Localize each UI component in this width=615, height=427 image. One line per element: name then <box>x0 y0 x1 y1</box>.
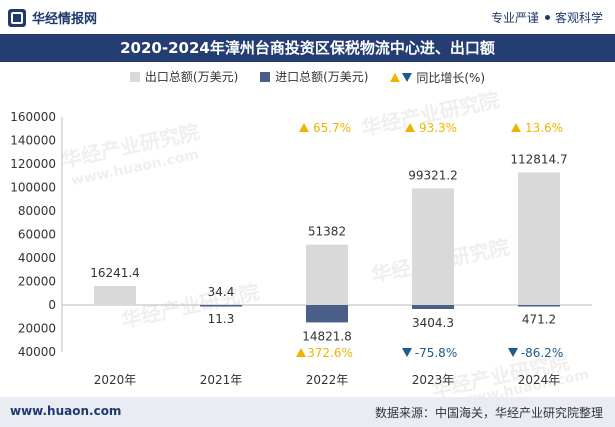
triangle-down-icon <box>402 72 413 82</box>
yoy-import-label: 372.6% <box>307 346 353 360</box>
import-bar <box>412 305 454 310</box>
x-category-label: 2021年 <box>200 373 243 387</box>
yoy-up-marker <box>299 123 309 132</box>
y-tick-label: 160000 <box>10 110 56 124</box>
yoy-up-marker <box>405 123 415 132</box>
legend-import[interactable]: 进口总额(万美元) <box>260 68 368 85</box>
y-tick-label: 20000 <box>18 322 56 336</box>
yoy-down-marker <box>508 348 518 357</box>
x-category-label: 2023年 <box>412 373 455 387</box>
legend-import-swatch <box>260 71 271 82</box>
y-tick-label: 100000 <box>10 181 56 195</box>
yoy-up-marker <box>511 123 521 132</box>
footer: www.huaon.com 数据来源：中国海关，华经产业研究院整理 <box>0 397 615 427</box>
import-bar <box>200 305 242 307</box>
yoy-export-label: 65.7% <box>313 121 351 135</box>
legend-export-swatch <box>129 71 140 82</box>
export-data-label: 51382 <box>308 225 346 239</box>
tag-professional: 专业严谨 <box>490 11 539 25</box>
yoy-export-label: 13.6% <box>525 121 563 135</box>
x-category-label: 2024年 <box>518 373 561 387</box>
footer-url[interactable]: www.huaon.com <box>10 404 122 418</box>
chart-plot: 160000 140000 120000 100000 80000 60000 40000 2… <box>10 110 592 387</box>
y-tick-label: 0 <box>48 298 56 312</box>
export-data-label: 16241.4 <box>90 266 140 280</box>
brand-logo[interactable]: 华经情报网 <box>8 8 97 27</box>
tag-objective: 客观科学 <box>554 11 603 25</box>
top-bar: 华经情报网 专业严谨 客观科学 <box>0 0 615 34</box>
legend-export[interactable]: 出口总额(万美元) <box>129 68 239 85</box>
y-tick-label: 80000 <box>18 204 56 218</box>
x-category-label: 2020年 <box>94 373 137 387</box>
legend-import-label: 进口总额(万美元) <box>275 70 369 84</box>
yoy-down-marker <box>402 348 412 357</box>
export-bar <box>306 244 348 305</box>
triangle-up-icon <box>390 72 401 82</box>
y-tick-label: 60000 <box>18 228 56 242</box>
import-data-label: 3404.3 <box>412 316 454 330</box>
legend-export-label: 出口总额(万美元) <box>144 70 239 84</box>
import-data-label: 471.2 <box>522 313 556 327</box>
y-tick-label: 20000 <box>18 275 56 289</box>
import-data-label: 11.3 <box>208 312 235 326</box>
yoy-import-label: -75.8% <box>415 346 457 360</box>
export-data-label: 99321.2 <box>408 168 458 182</box>
legend-yoy-label: 同比增长(%) <box>416 70 486 85</box>
import-bar <box>306 305 348 323</box>
export-bar <box>94 285 136 305</box>
export-data-label: 34.4 <box>208 285 235 299</box>
chart-legend: 出口总额(万美元) 进口总额(万美元) 同比增长(%) <box>0 68 615 86</box>
footer-source: 数据来源：中国海关，华经产业研究院整理 <box>374 406 603 420</box>
export-bar <box>412 188 454 305</box>
yoy-import-label: -86.2% <box>521 346 563 360</box>
header-tags: 专业严谨 客观科学 <box>491 9 603 26</box>
logo-text: 华经情报网 <box>32 12 98 27</box>
dot-separator-icon <box>544 15 550 20</box>
legend-yoy[interactable]: 同比增长(%) <box>390 69 485 86</box>
logo-icon <box>8 8 26 27</box>
y-tick-label: 120000 <box>10 157 56 171</box>
yoy-up-marker <box>296 348 306 357</box>
export-bar <box>518 172 560 305</box>
y-tick-label: 140000 <box>10 134 56 148</box>
y-tick-label: 40000 <box>18 251 56 265</box>
import-data-label: 14821.8 <box>302 329 352 343</box>
y-tick-label: 40000 <box>18 345 56 359</box>
import-bar <box>518 305 560 307</box>
export-data-label: 112814.7 <box>510 152 567 166</box>
yoy-export-label: 93.3% <box>419 121 457 135</box>
x-category-label: 2022年 <box>306 373 349 387</box>
chart-title: 2020-2024年漳州台商投资区保税物流中心进、出口额 <box>0 34 615 62</box>
